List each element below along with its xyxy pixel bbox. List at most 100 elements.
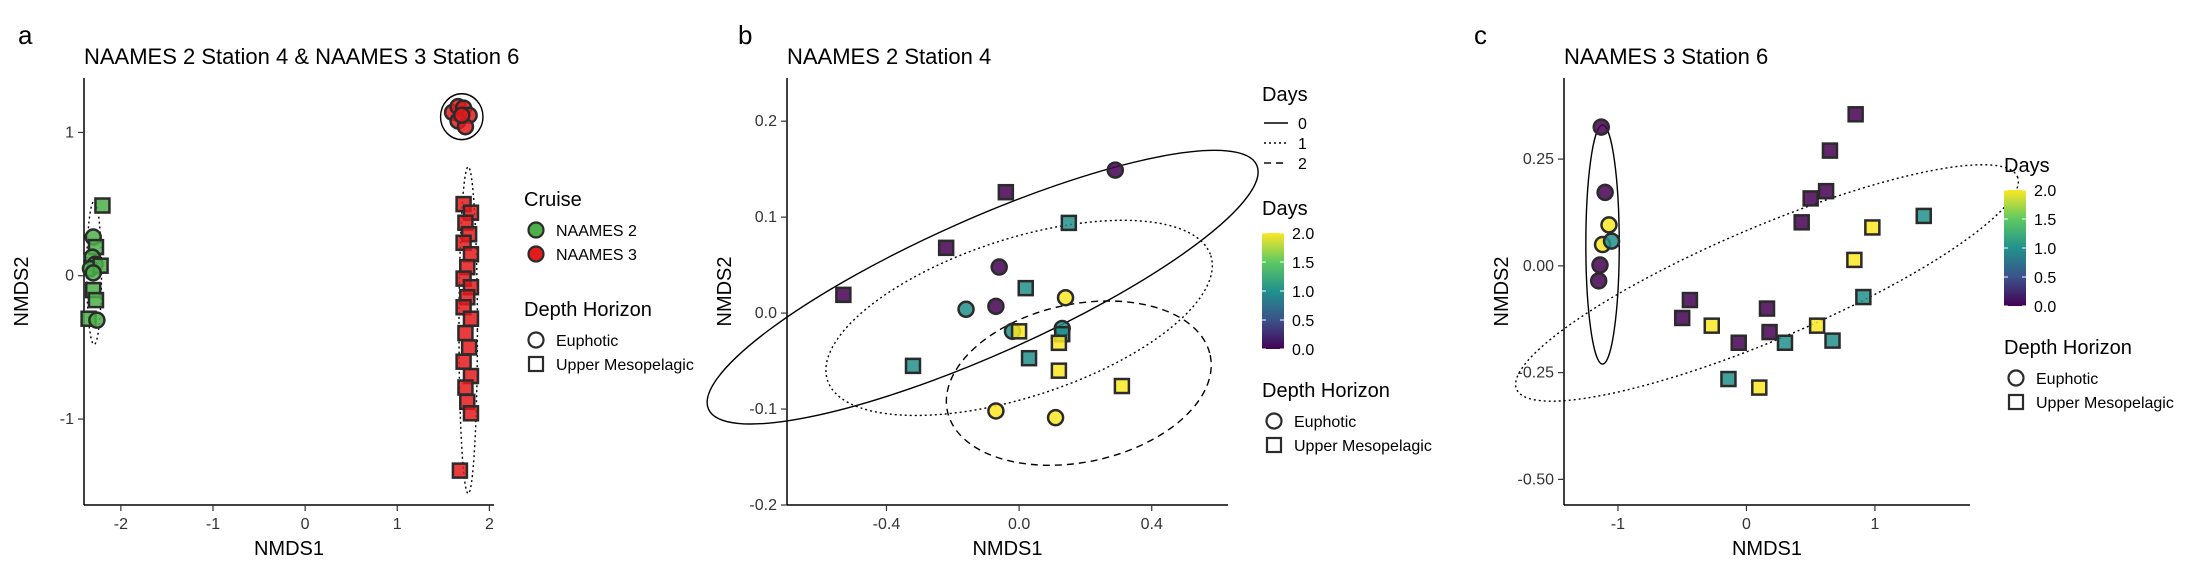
x-tick-label: 1 <box>393 516 402 533</box>
legend-title: Days <box>2004 155 2050 177</box>
data-point-square <box>94 197 111 214</box>
y-tick-label: 0.25 <box>1523 151 1554 168</box>
x-tick-label: 0 <box>301 516 310 533</box>
data-point-square <box>457 324 474 342</box>
legend-item-label: NAAMES 2 <box>556 223 637 240</box>
axes: -0.4 0.0 0.4 -0.2 -0.1 0.0 0.1 0.2 NMDS1 NMDS2 <box>714 78 1228 560</box>
x-axis-label: NMDS1 <box>254 538 324 560</box>
y-tick-label: -1 <box>60 411 74 428</box>
y-tick-label: 1 <box>65 124 74 141</box>
data-point-square <box>1673 309 1691 327</box>
legend-circle-key <box>527 245 545 263</box>
panel-label: c <box>1474 20 1487 50</box>
data-point-square <box>1824 332 1841 349</box>
legend-title: Days <box>1262 198 1308 220</box>
data-point-square <box>1060 214 1078 232</box>
y-tick-label: -0.25 <box>1518 365 1555 382</box>
data-point-square <box>1821 142 1839 159</box>
data-point-square <box>1010 323 1028 340</box>
legend-title: Days <box>1262 84 1308 106</box>
data-point-square <box>1017 279 1034 297</box>
data-point-circle <box>987 297 1005 316</box>
legend-item-label: Upper Mesopelagic <box>2036 395 2174 412</box>
data-point-square <box>1761 323 1778 341</box>
axes: -1 0 1 -0.50 -0.25 0.00 0.25 NMDS1 NMDS2 <box>1491 78 1970 560</box>
data-point-circle <box>987 402 1005 420</box>
legend-title: Depth Horizon <box>2004 337 2132 359</box>
data-point-square <box>455 353 472 370</box>
legend-item-label: Euphotic <box>556 333 618 350</box>
legend-circle-key <box>527 221 545 239</box>
data-point-square <box>1776 334 1794 351</box>
data-point-square <box>1808 317 1826 334</box>
colorbar <box>2004 190 2026 306</box>
colorbar-tick-label: 1.5 <box>1292 255 1314 272</box>
x-tick-label: -0.4 <box>873 516 901 533</box>
x-tick-label: 0.4 <box>1141 516 1163 533</box>
colorbar-tick-label: 2.0 <box>2034 183 2056 200</box>
data-point-circle <box>1106 161 1125 179</box>
x-tick-label: 1 <box>1870 516 1879 533</box>
data-point-square <box>1758 300 1776 317</box>
data-point-circle <box>453 106 471 125</box>
colorbar-tick-label: 1.0 <box>2034 241 2056 258</box>
legend-title: Depth Horizon <box>1262 380 1390 402</box>
y-tick-label: 0.0 <box>755 305 777 322</box>
data-point-square <box>460 339 478 356</box>
data-point-square <box>997 183 1015 201</box>
confidence-ellipse <box>439 93 484 141</box>
data-point-square <box>1751 379 1768 396</box>
data-point-square <box>1915 207 1932 225</box>
x-tick-label: -2 <box>114 516 128 533</box>
data-point-circle <box>1600 216 1618 234</box>
legend-circle-key <box>527 331 545 349</box>
data-point-square <box>904 357 922 375</box>
confidence-ellipse <box>706 149 1259 425</box>
data-point-square <box>1681 291 1699 309</box>
data-point-square <box>835 286 852 304</box>
legend: Days 0 1 2 Days 2.0 1.5 1.0 0.5 0.0 Depth Horizon E… <box>1262 84 1432 455</box>
legend-square-key <box>2007 393 2025 411</box>
colorbar-tick-label: 0.5 <box>2034 270 2056 287</box>
legend-circle-key <box>2007 369 2025 387</box>
data-point-square <box>457 379 474 396</box>
x-axis-label: NMDS1 <box>1732 538 1802 560</box>
x-tick-label: -1 <box>1611 516 1625 533</box>
ellipses <box>706 149 1259 466</box>
data-points <box>1589 106 1932 396</box>
x-tick-label: 2 <box>485 516 494 533</box>
data-point-square <box>1050 362 1068 379</box>
y-tick-label: -0.50 <box>1518 471 1555 488</box>
panel-a: a NAAMES 2 Station 4 & NAAMES 3 Station 6… <box>11 20 694 560</box>
legend-item-label: Upper Mesopelagic <box>1294 438 1432 455</box>
data-point-circle <box>1592 118 1611 136</box>
x-tick-label: 0 <box>1742 516 1751 533</box>
panel-label: a <box>18 20 33 50</box>
colorbar-tick-label: 0.0 <box>2034 299 2056 316</box>
panel-b: b NAAMES 2 Station 4 -0.4 0.0 0.4 -0.2 -0.1 0.0… <box>706 20 1432 560</box>
chart-title: NAAMES 2 Station 4 & NAAMES 3 Station 6 <box>84 44 519 69</box>
confidence-ellipse <box>825 219 1214 417</box>
data-points <box>80 97 480 479</box>
colorbar-tick-label: 0.0 <box>1292 342 1314 359</box>
y-tick-label: 0.2 <box>755 113 777 130</box>
data-point-square <box>87 291 105 309</box>
data-point-circle <box>1591 256 1609 274</box>
colorbar-tick-label: 2.0 <box>1292 226 1314 243</box>
data-points <box>835 161 1131 427</box>
data-point-square <box>1817 182 1835 200</box>
axes: -2 -1 0 1 2 -1 0 1 NMDS1 NMDS2 <box>11 78 494 560</box>
legend-item-label: NAAMES 3 <box>556 247 637 264</box>
panel-label: b <box>738 20 752 50</box>
y-axis-label: NMDS2 <box>714 256 736 326</box>
data-point-circle <box>1602 232 1621 250</box>
data-point-circle <box>1046 408 1065 427</box>
panel-c: c NAAMES 3 Station 6 -1 0 1 -0.50 -0.25 0.00 0.2… <box>1474 20 2174 560</box>
data-point-circle <box>1589 272 1608 290</box>
legend-item-label: 2 <box>1298 156 1307 173</box>
legend: Cruise NAAMES 2 NAAMES 3 Depth Horizon Eupho… <box>524 189 694 374</box>
colorbar-tick-label: 1.0 <box>1292 284 1314 301</box>
legend-item-label: Euphotic <box>1294 414 1356 431</box>
ellipses <box>86 93 484 495</box>
